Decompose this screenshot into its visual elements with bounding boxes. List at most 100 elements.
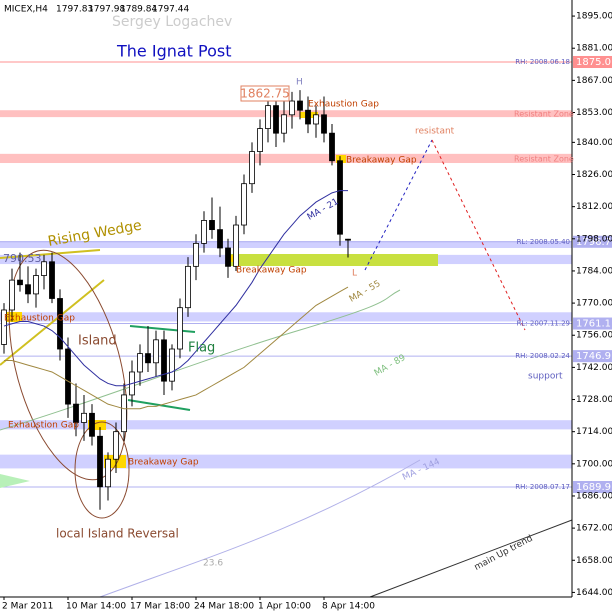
plot [1,90,351,510]
x-tick-label: 10 Mar 14:00 [66,602,126,612]
annotation: local Island Reversal [56,527,179,541]
candle-body [273,105,279,134]
y-tick-label: 1812.00 [576,202,612,212]
candle-body [185,265,191,309]
ma-line [3,190,348,387]
trend-line [369,519,573,598]
y-tick-label: 1867.00 [576,76,612,86]
zone [0,420,572,430]
level-label: 1746.9 [576,351,611,362]
level-box [573,317,612,330]
price-label-box [240,85,290,102]
x-tick-label: 24 Mar 18:00 [194,602,254,612]
candle-body [1,309,7,345]
candle-body [73,403,79,423]
candle-body [145,353,151,364]
chart-title: The Ignat Post [116,42,232,61]
annotation: resistant [415,127,455,137]
level-label: 1796.7 [576,237,611,248]
projection [431,139,526,331]
annotation: Resistant Zone [514,155,574,164]
candle-body [265,105,271,129]
ellipse [74,421,130,519]
y-tick-label: 1658.00 [576,556,612,566]
symbol: MICEX,H4 [4,5,48,15]
annotation: Breakaway Gap [346,156,417,166]
annotation: Sergey Logachev [112,14,232,30]
ma-line [4,286,349,410]
gap-box [88,420,106,430]
annotation: 23.6 [203,559,223,569]
candle-body [105,458,111,488]
level-box [573,235,612,248]
candle-body [9,279,15,311]
y-tick-label: 1784.00 [576,266,612,276]
candle-body [249,151,255,185]
annotation: support [528,372,563,382]
trend-line [129,325,196,333]
candle-body [289,100,295,116]
ma-line [0,289,401,431]
y-tick-label: 1853.00 [576,108,612,118]
y-tick-label: 1798.00 [576,234,612,244]
zone [0,312,572,322]
y-tick-label: 1826.00 [576,170,612,180]
y-tick-label: 1742.00 [576,363,612,373]
zone [0,454,572,469]
annotation: Breakaway Gap [128,458,199,468]
candle-body [217,229,223,249]
price-label: 1862.75 [240,87,290,101]
level-note: RL: 2008.05.40 [517,238,570,246]
y-tick-label: 1895.00 [576,12,612,22]
level-label: 1761.1 [576,319,611,330]
candle-body [177,307,183,350]
x-tick-label: 1 Apr 10:00 [258,602,311,612]
gap-band [230,254,438,266]
y-tick-label: 1728.00 [576,395,612,405]
candle-body [201,220,207,244]
y-tick-label: 1714.00 [576,427,612,437]
y-tick-label: 1672.00 [576,524,612,534]
level-box [573,55,612,68]
candle-body [81,412,87,423]
candle-body [97,435,103,488]
candle-body [313,114,319,125]
candle-body [41,261,47,276]
zone [0,110,572,118]
candle-body [25,284,31,295]
projection [364,139,433,271]
y-tick-label: 1840.00 [576,138,612,148]
gap-box [226,255,238,262]
annotation: Exhaustion Gap [8,421,79,431]
candle-body [137,353,143,373]
level-box [573,350,612,363]
level-label: 1689.9 [576,482,611,493]
candle-body [193,242,199,267]
level-note: RL: 2007.11.29 [517,320,570,328]
candle-body [345,238,351,241]
candle-body [33,275,39,295]
candle-body [305,109,311,125]
candle-body [337,160,343,235]
candle-body [321,114,327,134]
annotation: Island [78,334,117,349]
trend-line [0,279,105,366]
level-note: RH: 2008.07.17 [515,483,570,491]
y-tick-label: 1700.00 [576,459,612,469]
candle-body [89,412,95,437]
candle-body [153,339,159,364]
y-tick-label: 1770.00 [576,299,612,309]
annotation: 790.53 [3,252,42,265]
candle-body [297,100,303,111]
annotation: L [352,269,357,279]
marker [0,474,30,488]
candle-body [329,132,335,162]
candle-body [225,247,231,267]
x-tick-label: 2 Mar 2011 [2,602,53,612]
decorations [0,112,573,598]
x-tick-label: 17 Mar 18:00 [130,602,190,612]
candle-body [257,128,263,152]
header-high: 1797.98 [88,5,125,15]
